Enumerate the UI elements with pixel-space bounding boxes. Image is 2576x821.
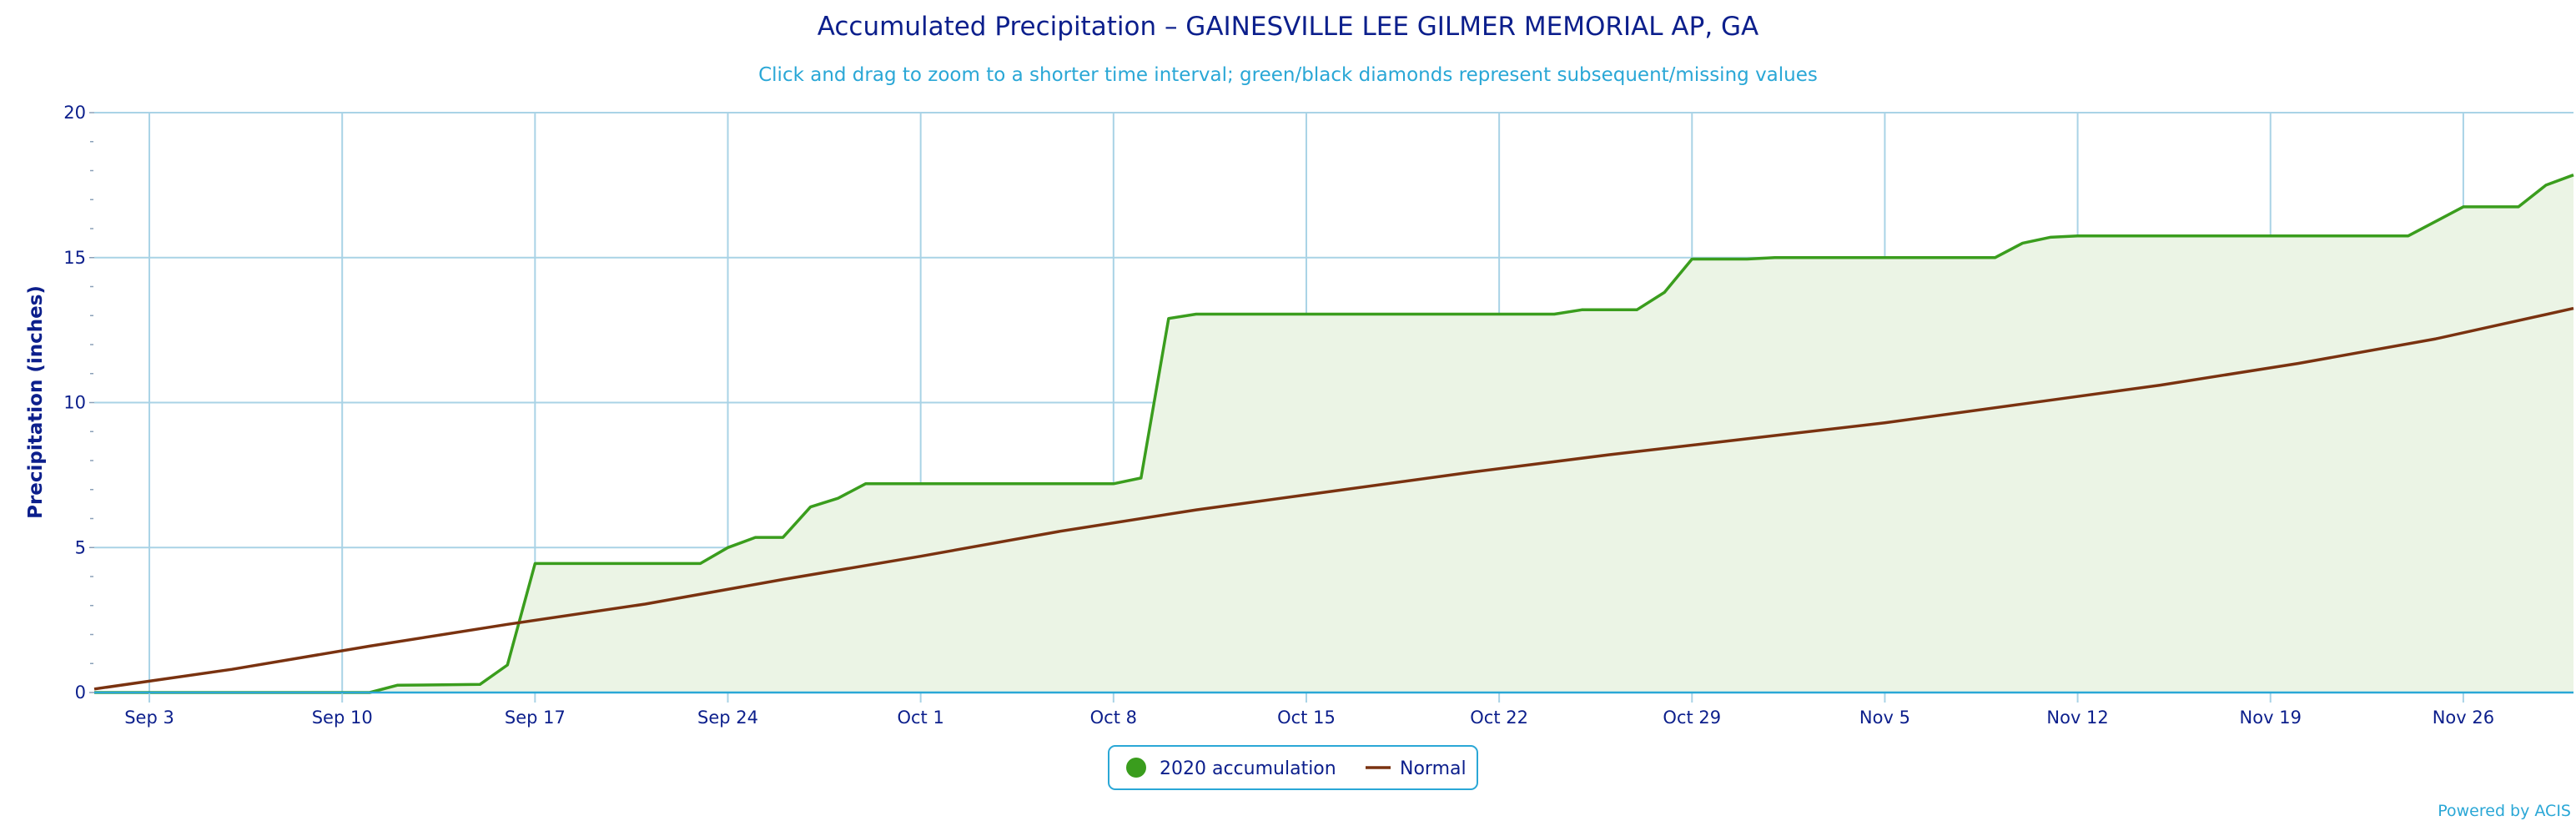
x-tick-label: Sep 10 [312,708,373,728]
legend-accumulation-label: 2020 accumulation [1160,758,1336,779]
y-tick-label: 10 [63,393,86,413]
y-axis-label: Precipitation (inches) [25,285,47,519]
chart-subtitle: Click and drag to zoom to a shorter time… [758,64,1818,86]
legend-accumulation-marker [1126,758,1146,778]
x-tick-label: Sep 3 [124,708,174,728]
legend-normal-label: Normal [1400,758,1467,779]
accumulation-line[interactable] [94,174,2574,694]
legend-frame [1108,745,1478,790]
plot-series[interactable] [93,174,2574,694]
x-tick-label: Oct 1 [897,708,943,728]
x-tick-label: Nov 12 [2046,708,2108,728]
x-tick-label: Oct 15 [1277,708,1336,728]
x-tick-label: Nov 5 [1859,708,1910,728]
x-tick-label: Oct 22 [1470,708,1528,728]
y-tick-label: 5 [75,537,86,557]
legend-item-accumulation[interactable]: 2020 accumulation [1126,758,1336,779]
axes: 0 5 10 15 20 Sep 3 Sep 10 Sep 17 Sep 24 Oct 1 Oct … [63,103,2573,728]
x-tick-label: Nov 19 [2240,708,2302,728]
chart-title: Accumulated Precipitation – GAINESVILLE … [818,12,1759,42]
x-tick-label: Oct 8 [1090,708,1137,728]
x-tick-label: Oct 29 [1663,708,1721,728]
x-tick-label: Sep 17 [505,708,566,728]
legend-item-normal[interactable]: Normal [1366,758,1467,779]
y-tick-label: 0 [75,682,86,703]
chart-legend: 2020 accumulation Normal [1108,745,1478,790]
y-tick-label: 20 [63,103,86,123]
credit-link[interactable]: Powered by ACIS [2438,802,2571,820]
accumulation-area [94,174,2573,693]
x-tick-label: Nov 26 [2433,708,2494,728]
y-tick-label: 15 [63,248,86,268]
normal-line[interactable] [93,306,2574,691]
x-tick-label: Sep 24 [697,708,758,728]
